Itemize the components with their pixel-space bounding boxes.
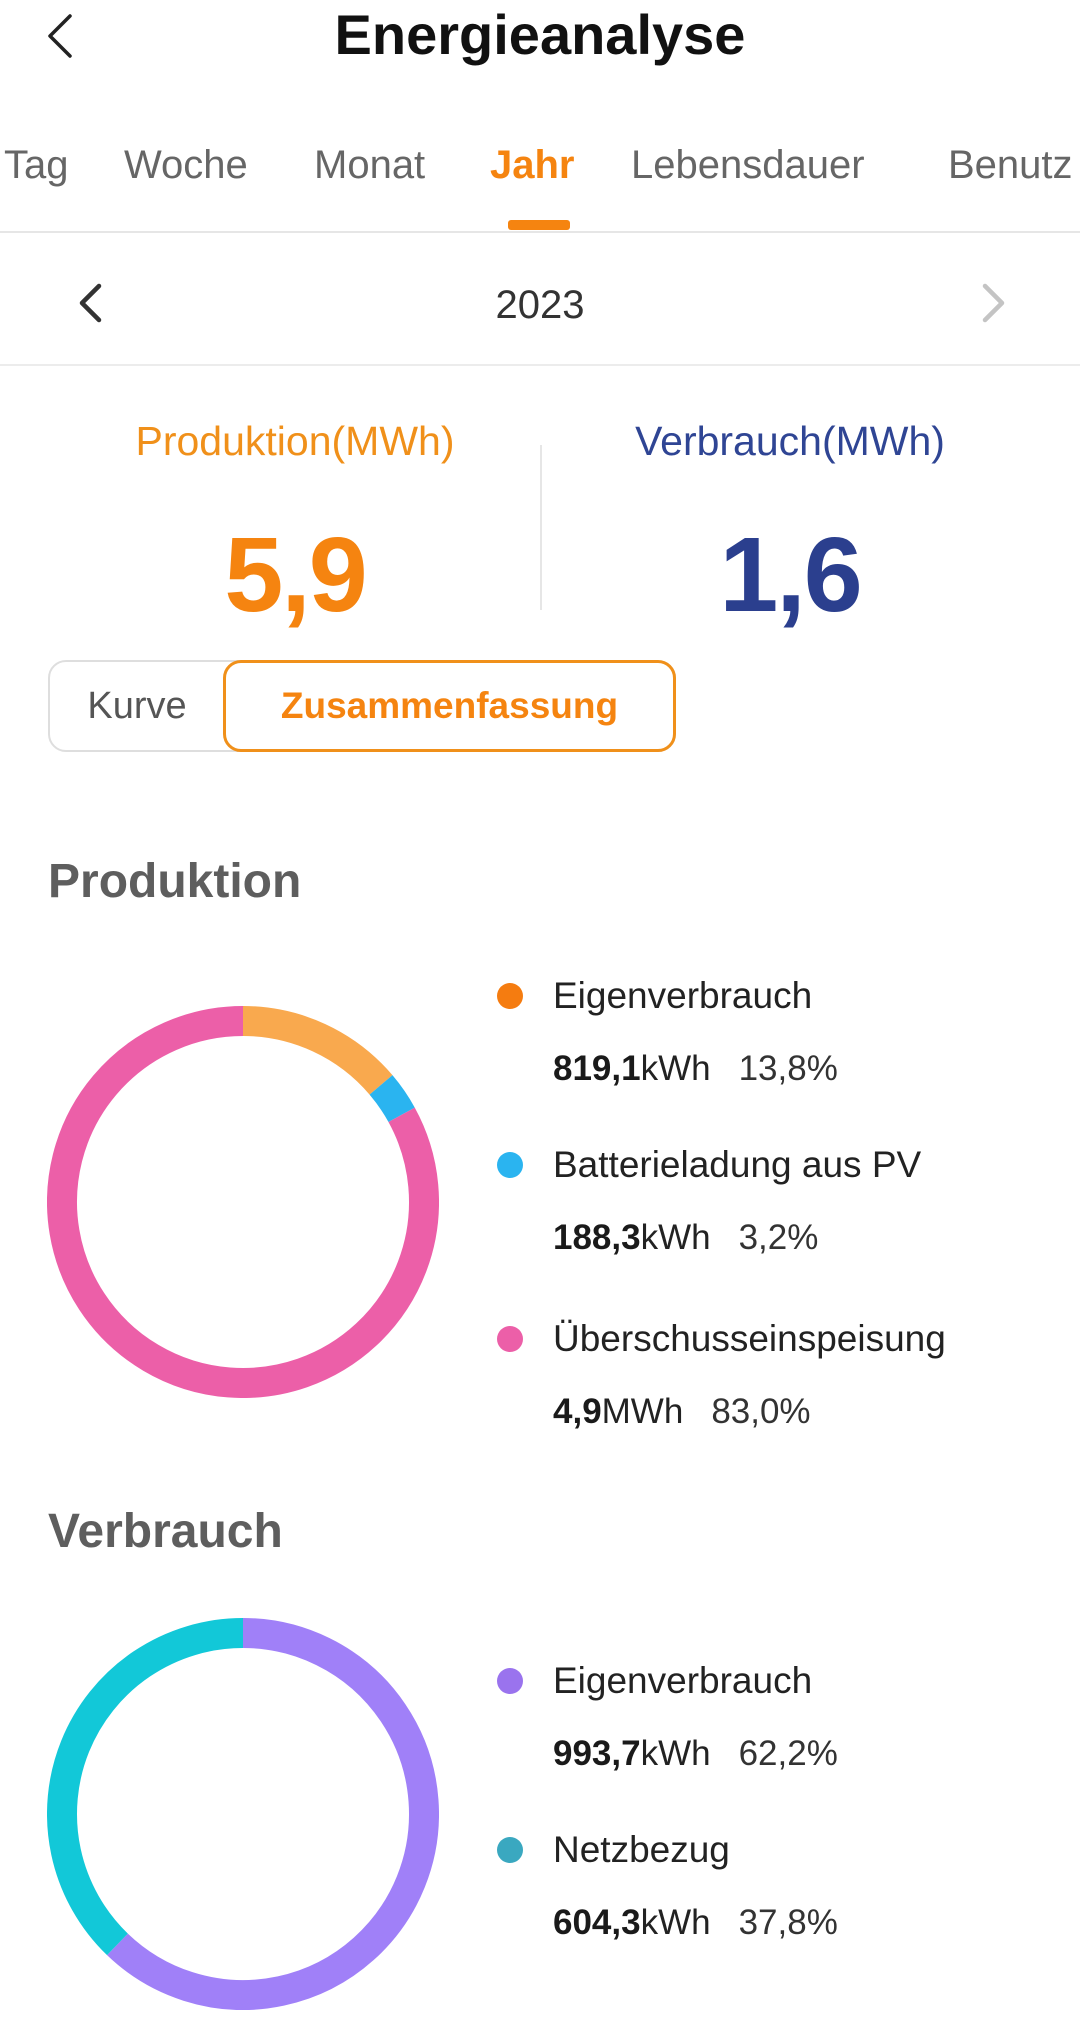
- legend-dot-battery-charge: [497, 1152, 523, 1178]
- legend-dot-self-consumption: [497, 983, 523, 1009]
- chevron-right-icon[interactable]: [972, 278, 1012, 328]
- divider: [0, 231, 1080, 233]
- legend-dot-grid-import: [497, 1837, 523, 1863]
- legend-label-self-consumption: Eigenverbrauch: [553, 1660, 813, 1701]
- legend-label-grid-import: Netzbezug: [553, 1829, 730, 1870]
- tab-lifetime[interactable]: Lebensdauer: [631, 143, 865, 187]
- tab-year[interactable]: Jahr: [490, 143, 575, 187]
- legend-value-grid-feed-in: 4,9MWh 83,0%: [553, 1392, 811, 1431]
- back-arrow-icon[interactable]: [38, 6, 88, 66]
- active-tab-indicator: [508, 220, 570, 230]
- divider: [0, 364, 1080, 366]
- legend-dot-grid-feed-in: [497, 1326, 523, 1352]
- legend-label-self-consumption: Eigenverbrauch: [553, 975, 813, 1016]
- kpi-divider: [540, 445, 542, 610]
- production-section-title: Produktion: [48, 855, 302, 908]
- tab-day[interactable]: Tag: [4, 143, 69, 187]
- legend-value-grid-import: 604,3kWh 37,8%: [553, 1903, 838, 1942]
- toggle-summary-button[interactable]: Zusammenfassung: [223, 660, 676, 752]
- tab-month[interactable]: Monat: [314, 143, 426, 187]
- legend-value-self-consumption: 819,1kWh 13,8%: [553, 1049, 838, 1088]
- year-label: 2023: [495, 283, 585, 327]
- toggle-curve-button[interactable]: Kurve: [87, 684, 187, 727]
- legend-label-grid-feed-in: Überschusseinspeisung: [553, 1318, 946, 1359]
- production-total-label: Produktion(MWh): [135, 418, 455, 464]
- production-donut-segment-2: [47, 1006, 439, 1398]
- tab-week[interactable]: Woche: [124, 143, 248, 187]
- consumption-section-title: Verbrauch: [48, 1505, 283, 1558]
- legend-dot-self-consumption: [497, 1668, 523, 1694]
- legend-value-battery-charge: 188,3kWh 3,2%: [553, 1218, 819, 1257]
- legend-label-battery-charge: Batterieladung aus PV: [553, 1144, 922, 1185]
- chevron-left-icon[interactable]: [72, 278, 112, 328]
- production-donut-chart: [47, 1006, 439, 1398]
- consumption-donut-chart: [47, 1618, 439, 2010]
- tab-custom[interactable]: Benutz: [948, 143, 1073, 187]
- consumption-donut-segment-1: [47, 1618, 244, 1956]
- production-donut-segment-0: [242, 1006, 393, 1095]
- legend-value-self-consumption: 993,7kWh 62,2%: [553, 1734, 838, 1773]
- production-donut-segment-1: [369, 1075, 415, 1123]
- production-total-value: 5,9: [224, 516, 367, 634]
- page-title: Energieanalyse: [334, 3, 746, 66]
- period-tabs: Tag Woche Monat Jahr Lebensdauer Benutz: [0, 130, 1080, 230]
- consumption-total-label: Verbrauch(MWh): [635, 418, 945, 464]
- consumption-donut-segment-0: [107, 1618, 439, 2010]
- consumption-total-value: 1,6: [719, 516, 862, 634]
